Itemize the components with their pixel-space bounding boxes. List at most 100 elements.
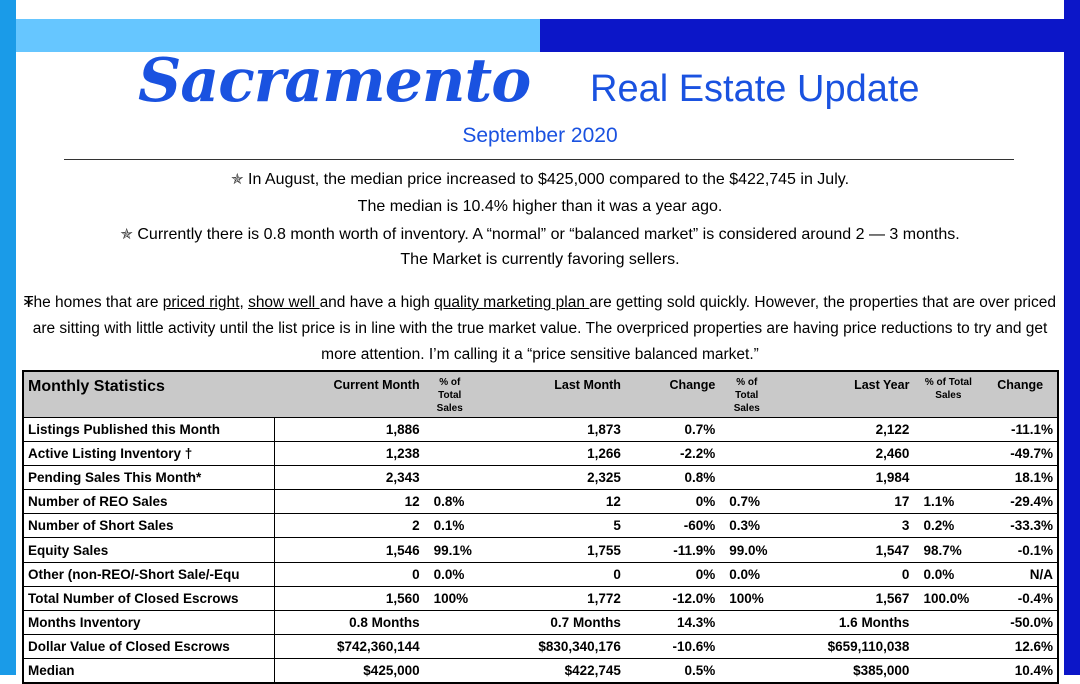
table-cell-label: Equity Sales bbox=[23, 537, 275, 563]
table-cell-label: Median bbox=[23, 658, 275, 684]
table-cell-cur: 1,546 bbox=[385, 542, 420, 558]
table-cell-p2 bbox=[719, 441, 774, 465]
header-pct-total-2: % of Total Sales bbox=[733, 377, 760, 414]
header-bar-light bbox=[16, 19, 540, 52]
table-row: Median $425,000 $422,745 0.5% $385,000 10.4% bbox=[23, 658, 1058, 684]
table-cell-ly: 2,122 bbox=[875, 421, 910, 437]
header-change-2: Change bbox=[997, 378, 1044, 392]
table-cell-p3: 98.7% bbox=[923, 542, 962, 558]
header-pct-total-1: % of Total Sales bbox=[436, 377, 463, 414]
table-cell-ly: 0 bbox=[901, 566, 910, 582]
highlight-line-1: ✯ In August, the median price increased … bbox=[0, 170, 1080, 189]
highlight-text-1: In August, the median price increased to… bbox=[248, 171, 850, 188]
table-cell-chg: -11.9% bbox=[673, 542, 716, 558]
table-cell-p1 bbox=[424, 417, 476, 441]
table-cell-ly: 1,567 bbox=[875, 590, 910, 606]
table-row: Active Listing Inventory † 1,238 1,266 -2.2… bbox=[23, 441, 1058, 466]
table-cell-p3: 1.1% bbox=[923, 494, 955, 510]
header-last-month: Last Month bbox=[554, 378, 621, 392]
table-cell-last: 1,755 bbox=[587, 542, 621, 558]
table-cell-label: Total Number of Closed Escrows bbox=[23, 586, 275, 611]
table-cell-p1 bbox=[424, 465, 476, 489]
table-cell-p3 bbox=[913, 465, 983, 489]
table-row: Months Inventory 0.8 Months 0.7 Months 14.3… bbox=[23, 610, 1058, 635]
table-cell-p3: 0.0% bbox=[923, 566, 955, 582]
table-row: Equity Sales 1,546 99.1% 1,755 -11.9% 99.0% 1,… bbox=[23, 537, 1058, 563]
table-cell-p2 bbox=[719, 465, 774, 489]
table-cell-ly: $659,110,038 bbox=[827, 639, 910, 655]
table-cell-label: Months Inventory bbox=[23, 610, 275, 635]
table-title: Monthly Statistics bbox=[28, 378, 165, 395]
table-cell-chg2: 12.6% bbox=[1014, 639, 1053, 655]
title-city: Sacramento bbox=[138, 46, 531, 116]
table-cell-p2: 0.0% bbox=[729, 566, 761, 582]
table-cell-last: 1,266 bbox=[587, 445, 621, 461]
table-cell-label: Listings Published this Month bbox=[23, 417, 275, 442]
table-cell-p1: 0.1% bbox=[433, 518, 465, 534]
table-cell-chg: 0% bbox=[695, 494, 716, 510]
table-cell-p2: 0.3% bbox=[729, 518, 761, 534]
table-cell-chg: 0.7% bbox=[684, 421, 716, 437]
table-cell-ly: 1.6 Months bbox=[838, 615, 910, 631]
table-cell-cur: 2 bbox=[412, 518, 420, 534]
table-cell-chg2: -0.4% bbox=[1017, 590, 1053, 606]
table-cell-last: 1,772 bbox=[587, 590, 621, 606]
table-cell-p1: 99.1% bbox=[433, 542, 472, 558]
table-cell-cur: $425,000 bbox=[363, 663, 420, 679]
header-pct-total-3: % of Total Sales bbox=[924, 377, 972, 401]
table-cell-last: $830,340,176 bbox=[538, 639, 621, 655]
table-cell-label: Dollar Value of Closed Escrows bbox=[23, 634, 275, 659]
table-cell-ly: 1,547 bbox=[875, 542, 910, 558]
commentary-underline: show well bbox=[248, 294, 320, 311]
table-cell-last: 1,873 bbox=[587, 421, 621, 437]
market-commentary: ∗ The homes that are priced right, show … bbox=[22, 290, 1058, 368]
table-cell-p2: 99.0% bbox=[729, 542, 768, 558]
highlight-line-2: The median is 10.4% higher than it was a… bbox=[357, 198, 723, 215]
table-cell-ly: $385,000 bbox=[853, 663, 910, 679]
table-cell-cur: 1,560 bbox=[385, 590, 420, 606]
header-bar-dark bbox=[540, 19, 1064, 52]
header-last-year: Last Year bbox=[854, 378, 910, 392]
table-cell-label: Active Listing Inventory † bbox=[23, 441, 275, 466]
table-cell-p3 bbox=[913, 417, 983, 441]
table-cell-p1: 0.8% bbox=[433, 494, 465, 510]
table-cell-p2 bbox=[719, 635, 774, 659]
table-cell-chg2: -50.0% bbox=[1010, 615, 1053, 631]
table-cell-cur: 1,886 bbox=[385, 421, 420, 437]
table-cell-ly: 3 bbox=[901, 518, 910, 534]
table-cell-p1: 100% bbox=[433, 590, 469, 606]
table-row: Other (non-REO/-Short Sale/-Equ 0 0.0% 0 0% 0… bbox=[23, 562, 1058, 587]
table-cell-last: 0.7 Months bbox=[550, 615, 621, 631]
commentary-underline: priced right bbox=[162, 294, 240, 311]
table-row: Listings Published this Month 1,886 1,873 0… bbox=[23, 417, 1058, 442]
table-cell-p3: 0.2% bbox=[923, 518, 955, 534]
table-cell-cur: 12 bbox=[404, 494, 420, 510]
table-cell-last: 5 bbox=[613, 518, 621, 534]
commentary-text: The homes that are bbox=[24, 294, 163, 311]
table-row: Total Number of Closed Escrows 1,560 100% 1… bbox=[23, 586, 1058, 611]
left-border bbox=[0, 0, 16, 675]
table-cell-cur: $742,360,144 bbox=[337, 639, 420, 655]
table-cell-cur: 2,343 bbox=[385, 469, 420, 485]
table-header-row: Monthly Statistics Current Month % of To… bbox=[23, 371, 1058, 417]
highlight-text-3: Currently there is 0.8 month worth of in… bbox=[137, 226, 960, 243]
table-cell-chg2: -33.3% bbox=[1010, 518, 1053, 534]
table-cell-p3 bbox=[913, 659, 983, 683]
table-row: Dollar Value of Closed Escrows $742,360,1… bbox=[23, 634, 1058, 659]
table-cell-p2 bbox=[719, 659, 774, 683]
divider bbox=[64, 159, 1014, 160]
table-cell-ly: 1,984 bbox=[875, 469, 910, 485]
table-cell-last: $422,745 bbox=[564, 663, 621, 679]
table-cell-p1: 0.0% bbox=[433, 566, 465, 582]
table-cell-chg: -60% bbox=[683, 518, 716, 534]
table-cell-p1 bbox=[424, 659, 476, 683]
commentary-text: are getting sold quickly. However, the p… bbox=[32, 294, 1056, 363]
table-cell-p1 bbox=[424, 635, 476, 659]
table-cell-chg2: -0.1% bbox=[1017, 542, 1053, 558]
star-icon: ✯ bbox=[120, 226, 133, 243]
table-cell-label: Other (non-REO/-Short Sale/-Equ bbox=[23, 562, 275, 587]
table-cell-chg: -12.0% bbox=[672, 590, 716, 606]
table-row: Number of Short Sales 2 0.1% 5 -60% 0.3% 3 0.2%… bbox=[23, 513, 1058, 538]
star-icon: ✯ bbox=[230, 171, 244, 188]
table-cell-p3 bbox=[913, 635, 983, 659]
